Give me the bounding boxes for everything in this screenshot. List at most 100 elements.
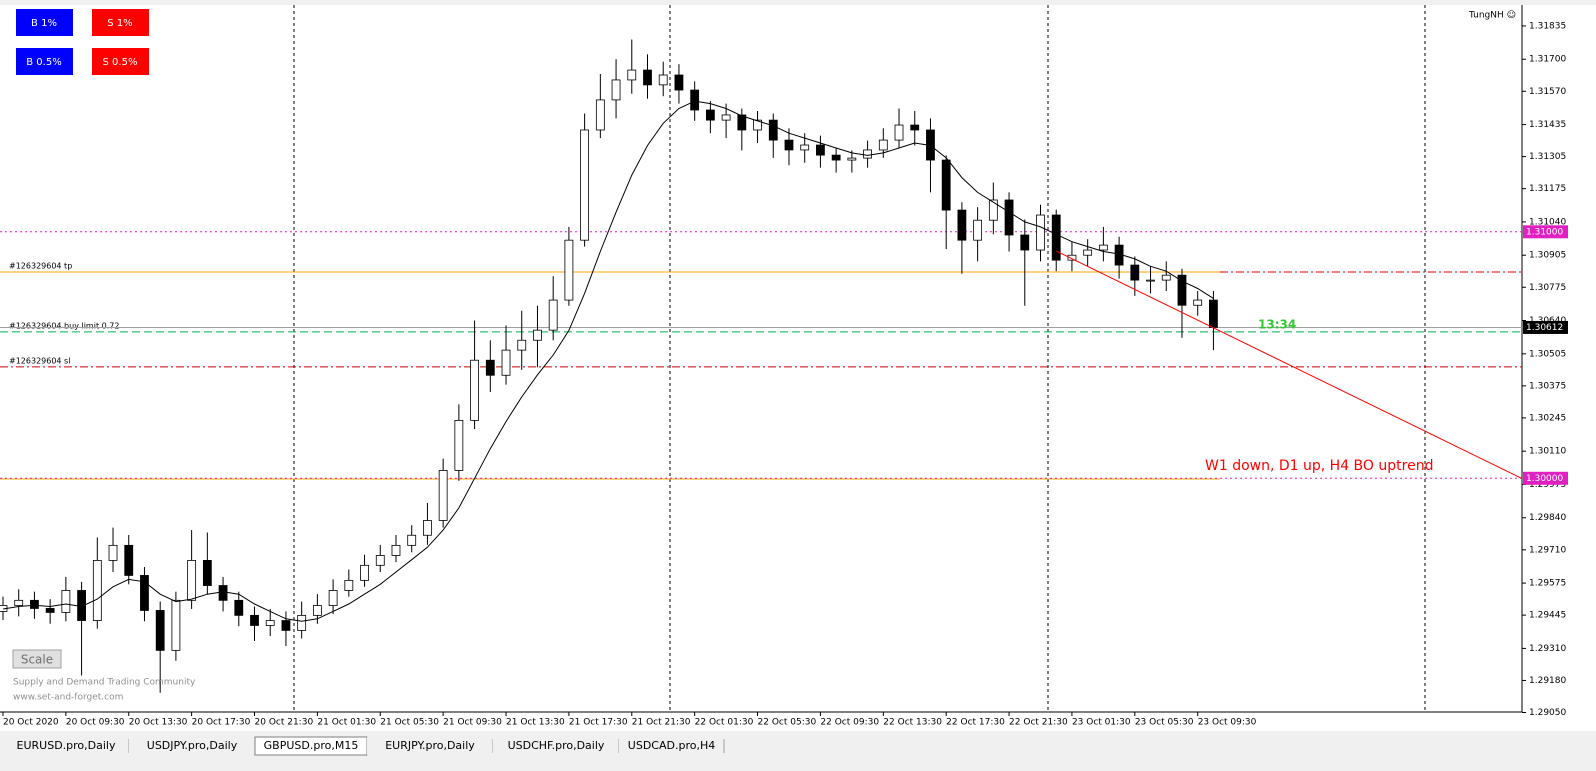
candle-body	[265, 620, 275, 626]
x-tick-label: 20 Oct 21:30	[255, 718, 314, 728]
tab-label[interactable]: EURUSD.pro,Daily	[17, 739, 116, 752]
candle-body	[30, 599, 39, 609]
candle-body	[674, 74, 684, 91]
x-tick-label: 21 Oct 21:30	[632, 718, 691, 728]
x-tick-label: 22 Oct 21:30	[1009, 718, 1068, 728]
trendline	[1056, 250, 1522, 479]
candle-body	[941, 159, 951, 211]
candle-body	[218, 585, 228, 601]
candle-body	[737, 114, 747, 131]
x-tick-label: 21 Oct 01:30	[317, 718, 376, 728]
x-tick-label: 21 Oct 05:30	[380, 718, 439, 728]
candle-body	[847, 157, 857, 161]
candle-body	[831, 154, 841, 161]
tab[interactable]	[367, 737, 493, 755]
candle-body	[1067, 254, 1077, 261]
y-tick-label: 1.29445	[1529, 611, 1566, 621]
candle-body	[1193, 299, 1203, 306]
price-box	[1523, 471, 1568, 485]
tab-label[interactable]: GBPUSD.pro,M15	[264, 739, 359, 752]
candle-body	[768, 119, 778, 141]
candle-body	[344, 579, 354, 591]
watermark: Supply and Demand Trading Community	[13, 678, 196, 688]
candle-body	[423, 520, 432, 536]
x-tick-label: 23 Oct 09:30	[1198, 718, 1257, 728]
candle-body	[250, 614, 259, 626]
tab-label[interactable]: USDCHF.pro,Daily	[508, 739, 605, 752]
tab[interactable]	[3, 737, 129, 755]
x-tick-label: 20 Oct 17:30	[192, 718, 251, 728]
tab[interactable]	[493, 737, 619, 755]
price-box-label: 1.30000	[1526, 474, 1563, 484]
candle-body	[501, 349, 511, 376]
candle-body	[14, 599, 24, 606]
order-label: #126329604 sl	[9, 356, 70, 365]
candle-body	[155, 610, 165, 651]
buy-button[interactable]	[16, 48, 73, 75]
candle-body	[627, 69, 637, 81]
y-tick-label: 1.29310	[1529, 644, 1566, 654]
sell-button[interactable]	[92, 48, 149, 75]
candle-body	[470, 359, 479, 421]
candle-body	[611, 79, 621, 101]
tab[interactable]	[619, 737, 724, 755]
candle-body	[1146, 279, 1155, 282]
y-tick-label: 1.29710	[1529, 545, 1566, 555]
candle-body	[1177, 274, 1187, 306]
candle-body	[1020, 234, 1030, 251]
candle-body	[234, 599, 244, 616]
candle-body	[438, 470, 448, 521]
y-tick-label: 1.29575	[1529, 579, 1566, 589]
candle-body	[548, 299, 558, 331]
button-label[interactable]: B 0.5%	[26, 57, 61, 68]
candle-body	[454, 419, 464, 471]
y-tick-label: 1.31040	[1529, 217, 1566, 227]
scale-label[interactable]: Scale	[21, 653, 53, 667]
button-label[interactable]: B 1%	[31, 18, 57, 29]
moving-average	[2, 100, 1214, 622]
candle-body	[61, 590, 71, 613]
candle-body	[705, 109, 715, 121]
x-tick-label: 20 Oct 13:30	[129, 718, 188, 728]
scale-button[interactable]	[12, 649, 62, 669]
candle-body	[1051, 214, 1061, 261]
tab-label[interactable]: USDJPY.pro,Daily	[147, 739, 238, 752]
buy-button[interactable]	[16, 9, 73, 36]
y-tick-label: 1.31435	[1529, 120, 1566, 130]
x-tick-label: 22 Oct 09:30	[820, 718, 879, 728]
sell-button[interactable]	[92, 9, 149, 36]
order-label: #126329604 tp	[9, 261, 72, 270]
candle-body	[910, 124, 920, 131]
candle-body	[407, 534, 417, 546]
candle-body	[973, 219, 983, 241]
x-tick-label: 20 Oct 09:30	[66, 718, 125, 728]
candle-body	[580, 129, 590, 241]
tab-label[interactable]: EURJPY.pro,Daily	[385, 739, 475, 752]
candle-body	[360, 564, 369, 581]
x-tick-label: 23 Oct 01:30	[1072, 718, 1131, 728]
y-tick-label: 1.31835	[1529, 21, 1566, 31]
y-tick-label: 1.29840	[1529, 513, 1566, 523]
candle-body	[658, 74, 668, 86]
candle-body	[92, 559, 102, 621]
tab-label[interactable]: USDCAD.pro,H4	[628, 739, 715, 752]
x-tick-label: 22 Oct 01:30	[695, 718, 754, 728]
tab[interactable]	[129, 737, 255, 755]
button-label[interactable]: S 1%	[107, 18, 132, 29]
day-separators	[293, 5, 1426, 712]
price-box	[1523, 225, 1568, 239]
button-label[interactable]: S 0.5%	[103, 57, 138, 68]
candle-body	[187, 559, 197, 601]
candle-body	[957, 209, 967, 241]
user-name: TungNH ☺	[1468, 10, 1516, 21]
candle-body	[816, 144, 825, 156]
x-tick-label: 21 Oct 09:30	[443, 718, 502, 728]
price-box-label: 1.31000	[1526, 227, 1563, 237]
y-tick-label: 1.31305	[1529, 152, 1566, 162]
y-tick-label: 1.30375	[1529, 381, 1566, 391]
candle-body	[643, 69, 652, 86]
candle-body	[690, 89, 700, 111]
tabs: EURUSD.pro,Daily USDJPY.pro,Daily GBPUSD.p…	[3, 736, 725, 756]
order-label: #126329604 buy limit 0.72	[9, 321, 119, 330]
y-tick-label: 1.30505	[1529, 349, 1566, 359]
